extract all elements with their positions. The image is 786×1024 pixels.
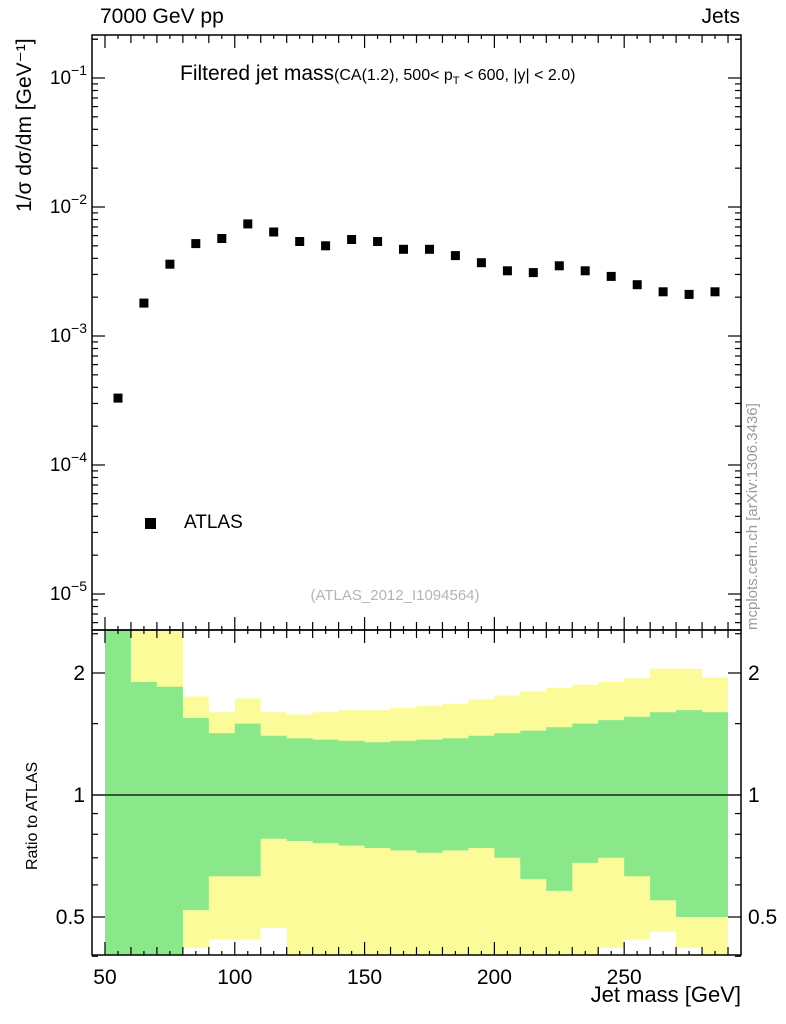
data-point: [321, 241, 331, 251]
data-point: [347, 235, 357, 244]
data-point: [191, 239, 201, 249]
svg-text:50: 50: [93, 966, 116, 989]
data-point: [399, 244, 408, 254]
plot-title-main: Filtered jet mass: [180, 62, 335, 85]
mcplots-credit-text: mcplots.cern.ch [arXiv:1306.3436]: [744, 403, 761, 630]
data-point: [450, 251, 460, 261]
data-point: [710, 287, 720, 297]
data-point: [632, 280, 642, 290]
data-point: [476, 258, 486, 268]
main-frame: [91, 34, 742, 631]
svg-text:10−4: 10−4: [50, 449, 87, 476]
svg-text:2: 2: [73, 662, 85, 685]
x-axis-title: Jet mass [GeV]: [590, 982, 741, 1007]
svg-text:0.5: 0.5: [56, 906, 85, 929]
axis-tick-labels: 10−1 10−2 10−3 10−4 10−5 50 100 150 200 250 2 2 1 1 0.…: [50, 62, 777, 989]
svg-text:1: 1: [748, 784, 760, 807]
svg-text:0.5: 0.5: [748, 906, 777, 929]
data-point: [217, 234, 227, 243]
data-point: [113, 393, 123, 403]
data-point: [139, 298, 149, 308]
svg-text:10−1: 10−1: [50, 62, 87, 89]
data-point: [165, 259, 175, 269]
legend-label: ATLAS: [184, 512, 243, 533]
svg-text:10−2: 10−2: [50, 191, 87, 218]
data-point: [684, 289, 694, 299]
plot-title-cuts: (CA(1.2), 500< pT < 600, |y| < 2.0): [334, 67, 576, 88]
atlas-data-points: [113, 219, 720, 403]
plot-title: Filtered jet mass(CA(1.2), 500< pT < 600…: [180, 62, 575, 87]
atlas-square-marker-icon: [145, 517, 156, 529]
svg-text:250: 250: [607, 966, 642, 989]
data-point: [554, 261, 564, 271]
svg-text:10−5: 10−5: [50, 578, 87, 605]
data-point: [269, 227, 279, 237]
data-point: [606, 271, 616, 281]
svg-text:10−3: 10−3: [50, 320, 87, 347]
beam-energy-label: 7000 GeV pp: [100, 5, 224, 28]
axis-ticks: [92, 35, 741, 957]
data-point: [373, 237, 383, 246]
data-point: [580, 266, 590, 276]
legend: ATLAS: [145, 512, 243, 534]
ratio-y-axis-title: Ratio to ATLAS: [24, 761, 41, 870]
data-point: [528, 268, 538, 278]
svg-text:150: 150: [347, 966, 382, 989]
analysis-group-label: Jets: [701, 5, 740, 28]
main-y-axis-title: 1/σ dσ/dm [GeV⁻¹]: [13, 38, 36, 212]
svg-text:1: 1: [73, 784, 85, 807]
data-point: [658, 287, 668, 297]
svg-text:2: 2: [748, 662, 760, 685]
svg-text:100: 100: [217, 966, 252, 989]
ratio-inner-uncertainty-band: [105, 630, 728, 955]
analysis-id-watermark: (ATLAS_2012_I1094564): [310, 587, 480, 604]
svg-text:200: 200: [477, 966, 512, 989]
data-point: [295, 237, 305, 246]
data-point: [425, 244, 434, 254]
data-point: [502, 266, 512, 276]
data-point: [243, 219, 253, 229]
